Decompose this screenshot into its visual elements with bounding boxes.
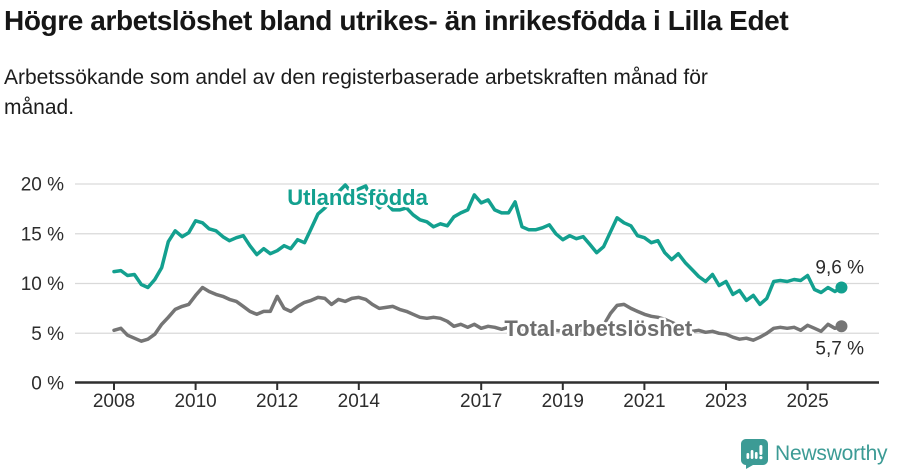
gridlines xyxy=(75,183,879,334)
end-value-label: 9,6 % xyxy=(815,257,864,278)
x-tick-label: 2017 xyxy=(460,391,502,412)
x-tick-label: 2023 xyxy=(705,391,747,412)
y-tick-label: 5 % xyxy=(31,324,64,345)
y-tick-label: 15 % xyxy=(21,224,64,245)
y-tick-label: 20 % xyxy=(21,175,64,196)
x-tick-label: 2014 xyxy=(338,391,381,412)
x-tick-label: 2010 xyxy=(174,391,216,412)
x-tick-label: 2019 xyxy=(542,391,584,412)
series-end-dot xyxy=(835,281,848,294)
x-tick-label: 2012 xyxy=(256,391,298,412)
speech-bubble-bar-chart-icon xyxy=(741,439,768,469)
series-name-label: Utlandsfödda xyxy=(287,185,428,210)
series-line-total xyxy=(112,285,844,343)
brand-name: Newsworthy xyxy=(775,442,888,465)
subtitle-line-1: Arbetssökande som andel av den registerb… xyxy=(4,66,708,89)
x-tick-label: 2025 xyxy=(786,391,828,412)
series-name-label: Total arbetslöshet xyxy=(504,316,693,341)
axes xyxy=(75,381,879,390)
chart-labels: 0 % 5 % 10 % 15 % 20 % 2008 2010 2012 2014 2017 20… xyxy=(21,175,864,413)
x-tick-label: 2021 xyxy=(623,391,665,412)
page-title: Högre arbetslöshet bland utrikes- än inr… xyxy=(4,5,789,36)
y-tick-label: 0 % xyxy=(31,374,64,395)
end-value-label: 5,7 % xyxy=(815,338,864,359)
chart-subtitle: Arbetssökande som andel av den registerb… xyxy=(4,63,834,123)
y-tick-label: 10 % xyxy=(21,274,64,295)
series-end-dot xyxy=(835,320,848,333)
newsworthy-logo[interactable]: Newsworthy xyxy=(741,439,888,469)
x-tick-label: 2008 xyxy=(93,391,135,412)
series-line-utlandsfodda xyxy=(112,183,844,307)
data-series xyxy=(112,183,848,343)
subtitle-line-2: månad. xyxy=(4,96,75,119)
